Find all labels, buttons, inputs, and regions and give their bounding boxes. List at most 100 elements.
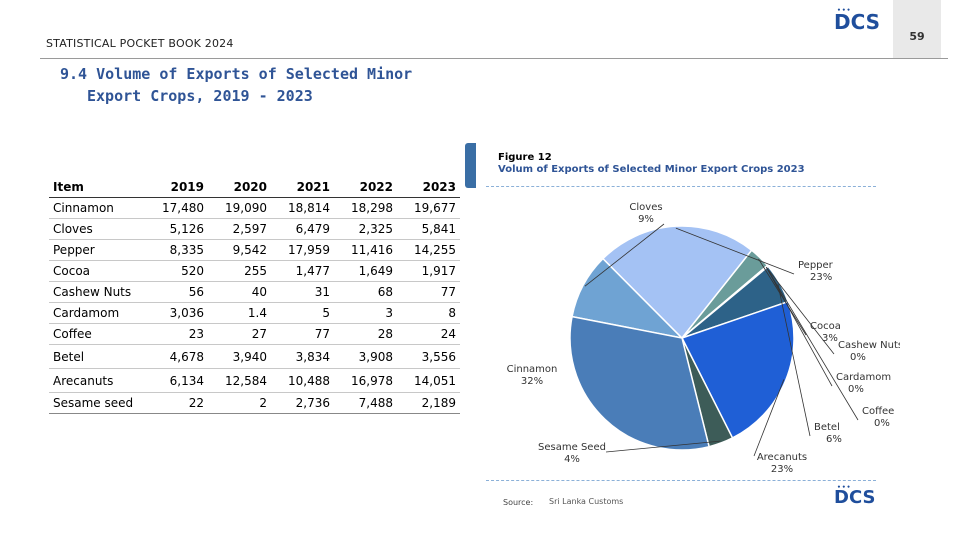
header-divider <box>40 58 948 59</box>
table-cell: Sesame seed <box>49 392 145 414</box>
table-cell: 56 <box>145 281 208 303</box>
table-row: Coffee 23 27 77 28 24 <box>49 323 460 345</box>
pie-label-percent: 3% <box>822 333 838 344</box>
page-number: 59 <box>909 30 925 43</box>
table-row: Pepper 8,335 9,542 17,959 11,416 14,255 <box>49 239 460 261</box>
pie-label-name: Cashew Nuts <box>838 340 900 351</box>
table-cell: 18,814 <box>271 197 334 219</box>
column-header: 2023 <box>397 170 460 198</box>
table-cell: 6,479 <box>271 218 334 240</box>
table-cell: 17,480 <box>145 197 208 219</box>
figure-title: Volum of Exports of Selected Minor Expor… <box>498 164 805 175</box>
logo-text: DCS <box>834 10 881 34</box>
table-cell: 1,649 <box>334 260 397 282</box>
table-cell: 255 <box>208 260 271 282</box>
table-cell: 3,556 <box>397 344 460 369</box>
pie-label-percent: 6% <box>826 434 842 445</box>
table-row: Cashew Nuts 56 40 31 68 77 <box>49 281 460 303</box>
logo-dots-icon: ••• <box>837 484 852 491</box>
table-cell: 12,584 <box>208 368 271 393</box>
pie-leader-line <box>758 258 807 336</box>
pie-label-percent: 32% <box>521 376 543 387</box>
page-number-tab: 59 <box>893 0 941 58</box>
pie-label-percent: 0% <box>874 418 890 429</box>
pie-leader-line <box>584 223 665 287</box>
table-cell: 16,978 <box>334 368 397 393</box>
table-row: Betel 4,678 3,940 3,834 3,908 3,556 <box>49 344 460 369</box>
logo-dots-icon: ••• <box>837 7 852 14</box>
table-cell: 1.4 <box>208 302 271 324</box>
pie-label-percent: 4% <box>564 454 580 465</box>
table-cell: Pepper <box>49 239 145 261</box>
pie-leader-line <box>675 227 795 275</box>
table-cell: 6,134 <box>145 368 208 393</box>
pie-leader-line <box>777 284 811 437</box>
pie-leader-line <box>765 266 835 355</box>
pie-label-name: Cardamom <box>836 372 891 383</box>
table-cell: 4,678 <box>145 344 208 369</box>
pie-label-percent: 23% <box>810 272 832 283</box>
book-title: STATISTICAL POCKET BOOK 2024 <box>46 37 234 50</box>
pie-label-name: Cloves <box>629 202 662 213</box>
pie-label-percent: 9% <box>638 214 654 225</box>
logo-text: DCS <box>834 487 876 508</box>
table-cell: Arecanuts <box>49 368 145 393</box>
column-header: 2019 <box>145 170 208 198</box>
table-cell: 2,325 <box>334 218 397 240</box>
table-row: Cardamom 3,036 1.4 5 3 8 <box>49 302 460 324</box>
table-cell: 77 <box>397 281 460 303</box>
table-cell: Cocoa <box>49 260 145 282</box>
table-cell: 22 <box>145 392 208 414</box>
column-header: 2021 <box>271 170 334 198</box>
pie-label-percent: 0% <box>848 384 864 395</box>
table-cell: 3 <box>334 302 397 324</box>
pie-label-name: Cocoa <box>810 321 841 332</box>
pie-leader-line <box>766 267 859 421</box>
table-cell: 520 <box>145 260 208 282</box>
dcs-logo-footer: ••• DCS <box>834 484 876 508</box>
table-cell: Cardamom <box>49 302 145 324</box>
table-cell: 9,542 <box>208 239 271 261</box>
table-row: Cinnamon 17,480 19,090 18,814 18,298 19,… <box>49 197 460 219</box>
column-header: 2022 <box>334 170 397 198</box>
table-cell: 2,189 <box>397 392 460 414</box>
source-label: Source: <box>503 498 534 507</box>
pie-label-name: Coffee <box>862 406 894 417</box>
table-cell: 10,488 <box>271 368 334 393</box>
table-cell: 14,051 <box>397 368 460 393</box>
figure-top-divider <box>486 186 876 187</box>
column-header: Item <box>49 170 145 198</box>
table-cell: 11,416 <box>334 239 397 261</box>
table-cell: 24 <box>397 323 460 345</box>
pie-label-name: Pepper <box>798 260 834 271</box>
table-cell: 3,036 <box>145 302 208 324</box>
table-cell: 5,841 <box>397 218 460 240</box>
table-cell: 19,677 <box>397 197 460 219</box>
table-cell: 1,917 <box>397 260 460 282</box>
table-cell: 23 <box>145 323 208 345</box>
pie-label-name: Sesame Seed <box>538 442 606 453</box>
pie-label-name: Arecanuts <box>757 452 807 463</box>
table-cell: Cinnamon <box>49 197 145 219</box>
pie-leader-line <box>753 379 785 457</box>
table-cell: 3,834 <box>271 344 334 369</box>
section-title-line2: Export Crops, 2019 - 2023 <box>87 87 313 105</box>
source-value: Sri Lanka Customs <box>549 497 624 506</box>
figure-bottom-divider <box>486 480 876 481</box>
table-header-row: Item 2019 2020 2021 2022 2023 <box>49 170 460 198</box>
table-cell: 18,298 <box>334 197 397 219</box>
table-row: Arecanuts 6,134 12,584 10,488 16,978 14,… <box>49 368 460 393</box>
table-cell: 8 <box>397 302 460 324</box>
table-cell: 5 <box>271 302 334 324</box>
table-cell: Coffee <box>49 323 145 345</box>
pie-slice-cinnamon <box>569 315 711 451</box>
section-title-line1: 9.4 Volume of Exports of Selected Minor <box>60 65 413 83</box>
table-cell: Betel <box>49 344 145 369</box>
table-cell: 68 <box>334 281 397 303</box>
figure-accent-bar <box>465 143 476 188</box>
table-cell: 2 <box>208 392 271 414</box>
table-cell: 3,940 <box>208 344 271 369</box>
table-row: Cloves 5,126 2,597 6,479 2,325 5,841 <box>49 218 460 240</box>
pie-label-percent: 0% <box>850 352 866 363</box>
table-cell: 28 <box>334 323 397 345</box>
